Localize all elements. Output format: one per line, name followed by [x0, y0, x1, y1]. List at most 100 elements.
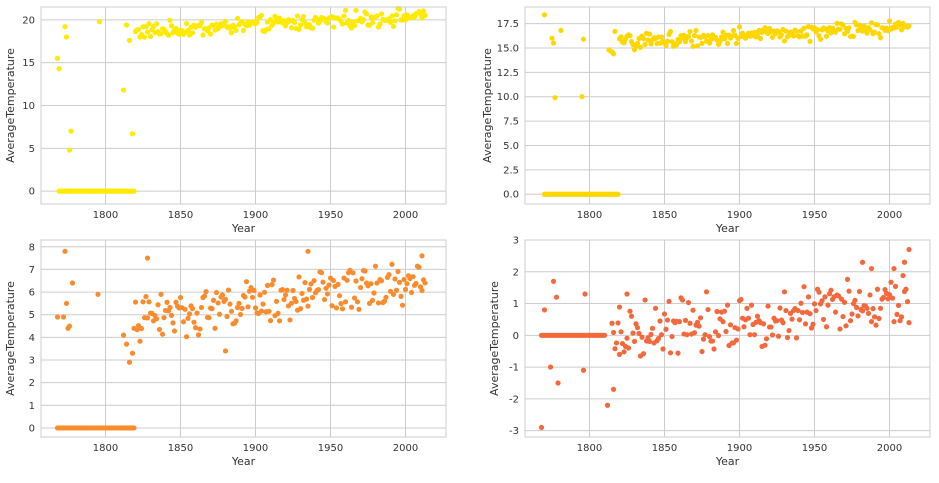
- data-point: [823, 324, 830, 330]
- x-tick-label: 1900: [243, 210, 268, 221]
- data-point: [666, 298, 672, 304]
- data-point: [642, 297, 648, 303]
- data-point: [637, 44, 644, 50]
- data-point: [390, 291, 397, 297]
- x-tick-label: 1900: [727, 210, 752, 221]
- data-point: [131, 188, 137, 194]
- data-point: [855, 313, 861, 319]
- data-point: [610, 51, 617, 57]
- data-point: [200, 32, 206, 38]
- data-point: [198, 19, 205, 26]
- data-point: [837, 326, 843, 332]
- data-point: [387, 19, 394, 25]
- data-point: [297, 22, 304, 28]
- data-point: [675, 350, 681, 356]
- data-point: [396, 279, 403, 285]
- data-point: [296, 26, 302, 32]
- data-point: [420, 8, 427, 14]
- data-point: [135, 27, 142, 33]
- data-point: [369, 20, 376, 26]
- data-point: [270, 277, 277, 283]
- data-point: [234, 304, 241, 311]
- data-point: [906, 320, 912, 326]
- data-point: [876, 315, 882, 322]
- y-tick-label: 20: [22, 15, 35, 26]
- data-point: [658, 34, 665, 40]
- data-point: [685, 33, 692, 40]
- data-point: [828, 287, 834, 293]
- data-point: [410, 274, 416, 280]
- data-point: [126, 37, 133, 44]
- data-point: [176, 31, 182, 37]
- data-point: [392, 276, 398, 282]
- data-point: [282, 292, 289, 298]
- y-tick-label: 5.0: [503, 141, 519, 152]
- data-point: [631, 47, 638, 53]
- data-point: [353, 7, 359, 13]
- data-point: [667, 350, 674, 356]
- data-point: [631, 338, 638, 344]
- data-point: [634, 325, 641, 331]
- data-point: [306, 286, 313, 292]
- data-point: [267, 318, 274, 324]
- data-point: [225, 287, 232, 293]
- data-point: [68, 128, 74, 134]
- data-point: [778, 32, 785, 38]
- data-point: [251, 287, 257, 294]
- data-point: [207, 31, 214, 37]
- data-point: [612, 346, 618, 352]
- data-point: [222, 18, 229, 24]
- data-point: [852, 297, 858, 303]
- x-tick-label: 1900: [243, 443, 268, 454]
- data-point: [733, 40, 740, 47]
- data-point: [892, 283, 899, 289]
- data-point: [720, 319, 726, 325]
- data-point: [258, 308, 265, 314]
- data-point: [655, 335, 662, 342]
- data-point: [368, 281, 374, 287]
- data-point: [618, 34, 624, 40]
- data-point: [682, 317, 689, 323]
- data-point: [138, 325, 145, 332]
- data-point: [663, 42, 669, 49]
- y-tick-label: 3: [513, 236, 519, 247]
- data-point: [155, 302, 161, 308]
- data-point: [784, 334, 791, 341]
- data-point: [538, 424, 545, 431]
- data-point: [416, 264, 422, 270]
- data-point: [757, 35, 764, 42]
- data-point: [354, 299, 361, 305]
- data-point: [765, 303, 771, 309]
- data-point: [819, 298, 825, 304]
- x-axis-label: Year: [231, 455, 256, 468]
- data-point: [330, 277, 337, 284]
- data-point: [868, 20, 875, 26]
- data-point: [374, 280, 380, 286]
- data-point: [552, 95, 558, 101]
- data-point: [748, 302, 755, 308]
- x-tick-label: 1950: [802, 210, 827, 221]
- data-point: [687, 320, 693, 326]
- data-point: [660, 346, 666, 352]
- data-point: [360, 16, 367, 23]
- y-tick-label: 5: [29, 310, 35, 321]
- data-point: [859, 259, 866, 265]
- data-point: [679, 297, 686, 303]
- data-point: [404, 281, 410, 287]
- data-point: [182, 306, 188, 312]
- data-point: [604, 402, 611, 408]
- data-point: [330, 24, 337, 30]
- data-point: [721, 308, 728, 314]
- data-point: [687, 28, 693, 35]
- data-point: [153, 316, 160, 322]
- data-point: [613, 340, 620, 346]
- data-point: [856, 288, 863, 295]
- data-point: [129, 131, 136, 137]
- data-point: [703, 289, 710, 295]
- data-point: [389, 261, 395, 267]
- data-point: [374, 13, 380, 19]
- data-point: [393, 12, 400, 18]
- data-point: [95, 291, 101, 297]
- data-point: [807, 38, 813, 45]
